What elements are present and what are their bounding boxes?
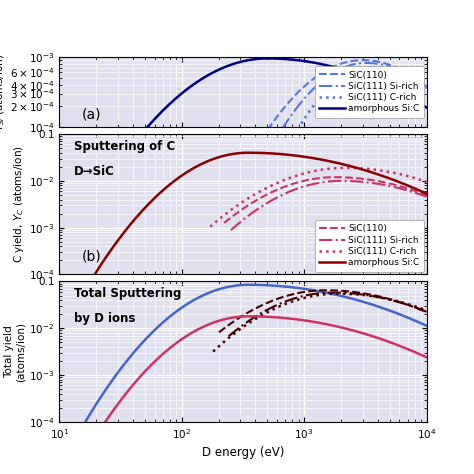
Text: Sputtering of C: Sputtering of C xyxy=(74,140,175,153)
Text: (b): (b) xyxy=(82,249,101,263)
Text: Total Sputtering: Total Sputtering xyxy=(74,287,182,300)
Text: (a): (a) xyxy=(82,108,101,121)
Legend: SiC(110), SiC(111) Si-rich, SiC(111) C-rich, amorphous Si:C: SiC(110), SiC(111) Si-rich, SiC(111) C-r… xyxy=(315,220,424,272)
Text: D→SiC: D→SiC xyxy=(74,165,115,178)
X-axis label: D energy (eV): D energy (eV) xyxy=(202,446,284,459)
Y-axis label: Total yield
(atoms/ion): Total yield (atoms/ion) xyxy=(4,322,26,382)
Y-axis label: Si yield,
$Y_{Si}$ (atoms/ion): Si yield, $Y_{Si}$ (atoms/ion) xyxy=(0,53,7,131)
Legend: SiC(110), SiC(111) Si-rich, SiC(111) C-rich, amorphous Si:C: SiC(110), SiC(111) Si-rich, SiC(111) C-r… xyxy=(315,66,424,118)
Y-axis label: C yield, $Y_C$ (atoms/ion): C yield, $Y_C$ (atoms/ion) xyxy=(12,146,26,263)
Text: by D ions: by D ions xyxy=(74,312,135,325)
